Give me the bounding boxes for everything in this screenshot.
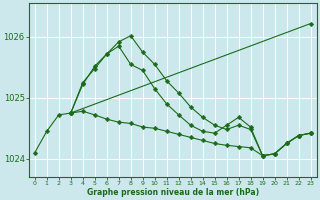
X-axis label: Graphe pression niveau de la mer (hPa): Graphe pression niveau de la mer (hPa) bbox=[87, 188, 259, 197]
